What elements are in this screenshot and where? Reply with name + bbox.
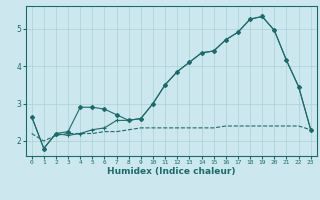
X-axis label: Humidex (Indice chaleur): Humidex (Indice chaleur): [107, 167, 236, 176]
